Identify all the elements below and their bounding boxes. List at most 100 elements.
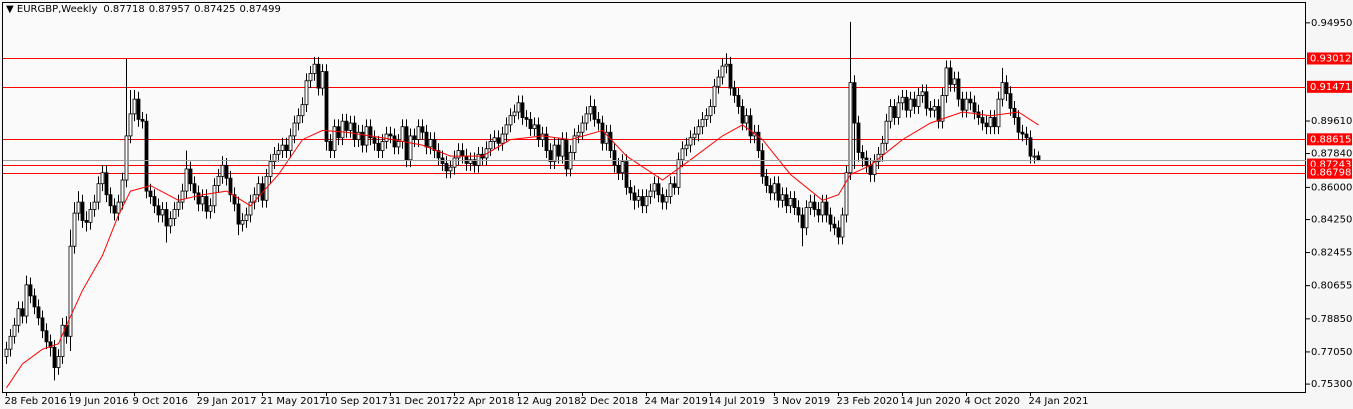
- candle-body: [908, 98, 913, 111]
- candle-body: [688, 137, 693, 146]
- candle-body: [448, 166, 453, 172]
- candle-body: [860, 152, 865, 159]
- candle-body: [84, 220, 89, 223]
- candle-body: [624, 161, 629, 188]
- last-high: 0.87957: [149, 4, 190, 15]
- candle-body: [304, 80, 309, 106]
- candle-body: [964, 98, 969, 111]
- candle-body: [236, 203, 241, 225]
- candle-body: [920, 91, 925, 96]
- candle-body: [60, 324, 65, 357]
- candle-body: [316, 63, 321, 89]
- candle-body: [68, 245, 73, 337]
- candle-body: [772, 183, 777, 194]
- candle-body: [904, 96, 909, 111]
- last-open: 0.87718: [103, 4, 144, 15]
- candle-body: [1032, 155, 1037, 158]
- candle-body: [72, 212, 77, 247]
- candle-body: [216, 175, 221, 186]
- candle-body: [152, 196, 157, 207]
- candle-body: [392, 135, 397, 148]
- candle-body: [604, 131, 609, 144]
- candle-body: [796, 207, 801, 216]
- candle-body: [888, 106, 893, 122]
- candle-body: [784, 194, 789, 207]
- candle-body: [256, 183, 261, 196]
- candle-body: [556, 144, 561, 157]
- candle-body: [584, 113, 589, 124]
- candle-body: [172, 209, 177, 220]
- x-tick-label: 21 May 2017: [261, 396, 326, 407]
- candle-body: [868, 164, 873, 175]
- candle-body: [1016, 117, 1021, 133]
- candle-body: [132, 98, 137, 115]
- candle-body: [980, 117, 985, 124]
- candle-body: [932, 106, 937, 111]
- candle-body: [992, 117, 997, 128]
- candle-body: [344, 120, 349, 131]
- candle-body: [592, 106, 597, 120]
- candle-body: [732, 87, 737, 96]
- candle-body: [148, 190, 153, 197]
- candle-body: [420, 126, 425, 133]
- candle-body: [348, 122, 353, 131]
- candle-body: [112, 205, 117, 214]
- candle-body: [900, 96, 905, 104]
- x-tick-label: 19 Jun 2016: [69, 396, 129, 407]
- candle-body: [488, 141, 493, 150]
- candle-body: [680, 148, 685, 161]
- x-tick-label: 14 Jun 2020: [901, 396, 961, 407]
- candle-body: [368, 126, 373, 139]
- level-label: 0.88615: [1310, 134, 1351, 145]
- candle-body: [428, 139, 433, 148]
- candle-body: [836, 227, 841, 238]
- candle-body: [280, 144, 285, 152]
- candle-body: [872, 161, 877, 175]
- y-tick-label: 0.80655: [1311, 281, 1352, 292]
- candle-body: [612, 150, 617, 166]
- candle-body: [940, 95, 945, 122]
- candle-body: [956, 78, 961, 100]
- candle-body: [116, 201, 121, 214]
- moving-average: [6, 111, 1039, 389]
- candle-body: [412, 135, 417, 140]
- candle-body: [452, 157, 457, 168]
- candle-body: [204, 196, 209, 212]
- candle-body: [188, 168, 193, 185]
- candle-body: [936, 106, 941, 122]
- candle-body: [200, 196, 205, 205]
- candle-body: [952, 78, 957, 85]
- candle-body: [244, 214, 249, 221]
- candle-body: [644, 196, 649, 207]
- candle-body: [88, 209, 93, 223]
- candle-body: [660, 194, 665, 203]
- candle-body: [468, 159, 473, 164]
- candle-body: [736, 95, 741, 107]
- y-tick-label: 0.77050: [1311, 347, 1352, 358]
- candle-body: [408, 135, 413, 161]
- y-tick-label: 0.87840: [1311, 149, 1352, 160]
- candle-body: [596, 118, 601, 124]
- candle-body: [816, 209, 821, 216]
- candle-body: [252, 194, 257, 203]
- level-label: 0.87243: [1310, 160, 1351, 171]
- candle-body: [896, 102, 901, 118]
- candle-body: [600, 122, 605, 144]
- candle-body: [560, 139, 565, 157]
- last-close: 0.87499: [239, 4, 280, 15]
- candle-body: [208, 205, 213, 212]
- candle-body: [988, 117, 993, 128]
- candle-body: [812, 201, 817, 210]
- candle-body: [1020, 131, 1025, 135]
- candle-body: [716, 76, 721, 87]
- candle-body: [700, 118, 705, 128]
- candle-body: [400, 126, 405, 142]
- candle-body: [100, 172, 105, 185]
- candle-body: [24, 284, 29, 317]
- candle-body: [528, 118, 533, 129]
- candle-body: [976, 111, 981, 118]
- candle-body: [640, 196, 645, 207]
- candle-body: [52, 346, 57, 368]
- candle-body: [800, 214, 805, 229]
- candle-body: [228, 177, 233, 196]
